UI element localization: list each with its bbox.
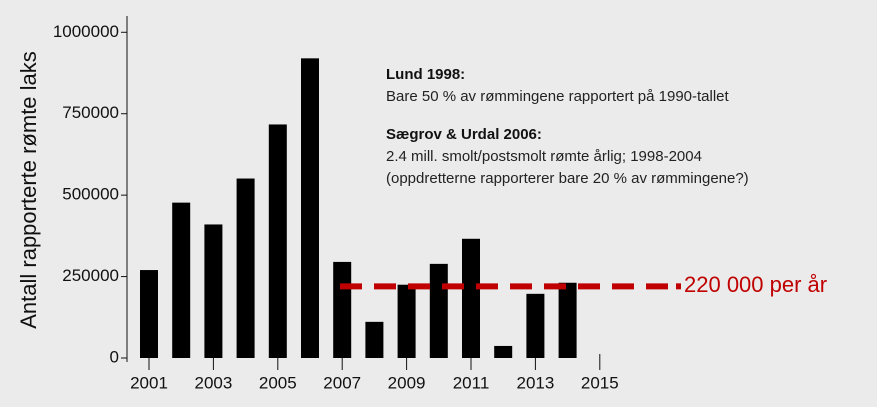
bar bbox=[301, 58, 319, 358]
bar bbox=[140, 270, 158, 358]
annotation-text: 2.4 mill. smolt/postsmolt rømte årlig; 1… bbox=[386, 148, 702, 165]
x-tick-label: 2015 bbox=[581, 373, 619, 392]
reference-label: 220 000 per år bbox=[684, 272, 827, 297]
x-tick-label: 2005 bbox=[259, 373, 297, 392]
x-tick-label: 2003 bbox=[194, 373, 232, 392]
bar bbox=[494, 345, 513, 358]
x-tick-label: 2011 bbox=[453, 373, 490, 392]
annotation-text: (oppdretterne rapporterer bare 20 % av r… bbox=[386, 170, 749, 187]
bar bbox=[429, 263, 448, 358]
annotation-title: Lund 1998: bbox=[386, 66, 465, 83]
bar bbox=[397, 284, 416, 358]
bar bbox=[462, 238, 480, 358]
bar bbox=[236, 178, 255, 358]
y-tick-label: 1000000 bbox=[53, 22, 119, 41]
x-tick-label: 2007 bbox=[323, 373, 361, 392]
bar bbox=[526, 293, 545, 358]
y-tick-label: 750000 bbox=[62, 103, 119, 122]
x-tick-label: 2001 bbox=[130, 373, 168, 392]
y-axis-label: Antall rapporterte rømte laks bbox=[16, 51, 41, 329]
reference-marker bbox=[676, 283, 681, 290]
y-tick-label: 0 bbox=[110, 347, 119, 366]
annotation-title: Sægrov & Urdal 2006: bbox=[386, 126, 542, 143]
x-tick-label: 2013 bbox=[516, 373, 554, 392]
bar bbox=[268, 124, 287, 358]
annotation-text: Bare 50 % av rømmingene rapportert på 19… bbox=[386, 88, 730, 105]
y-tick-label: 500000 bbox=[62, 185, 119, 204]
bar bbox=[333, 261, 352, 358]
bar bbox=[204, 224, 223, 358]
x-tick-label: 2009 bbox=[388, 373, 426, 392]
bar bbox=[365, 321, 384, 358]
bar bbox=[558, 282, 577, 358]
y-tick-label: 250000 bbox=[62, 266, 119, 285]
bar bbox=[172, 202, 191, 358]
